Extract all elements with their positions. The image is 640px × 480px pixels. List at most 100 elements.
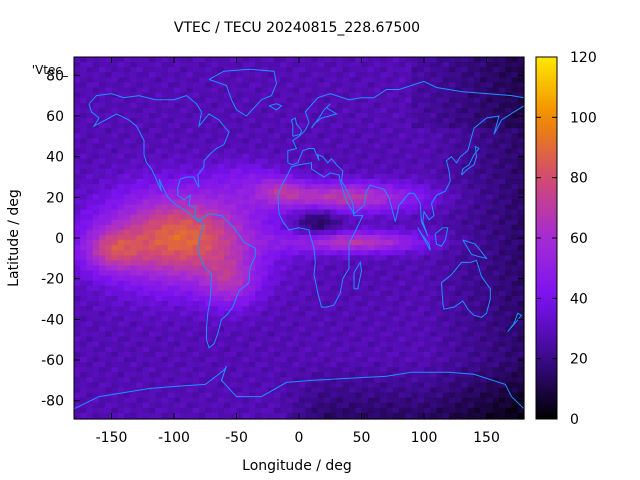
heatmap-cell bbox=[330, 362, 338, 368]
heatmap-cell bbox=[80, 87, 88, 94]
heatmap-cell bbox=[436, 290, 444, 297]
heatmap-cell bbox=[499, 229, 506, 236]
heatmap-cell bbox=[361, 382, 369, 389]
heatmap-cell bbox=[186, 387, 194, 394]
heatmap-cell bbox=[80, 285, 88, 292]
heatmap-cell bbox=[280, 194, 288, 200]
heatmap-cell bbox=[317, 372, 325, 378]
heatmap-cell bbox=[305, 179, 313, 185]
heatmap-cell bbox=[455, 356, 463, 363]
heatmap-cell bbox=[167, 402, 175, 409]
heatmap-cell bbox=[411, 367, 419, 373]
heatmap-cell bbox=[199, 362, 206, 368]
heatmap-cell bbox=[424, 321, 431, 328]
heatmap-cell bbox=[292, 62, 300, 68]
heatmap-cell bbox=[374, 367, 381, 373]
heatmap-cell bbox=[124, 143, 131, 150]
heatmap-cell bbox=[499, 295, 506, 302]
heatmap-cell bbox=[336, 143, 344, 150]
heatmap-cell bbox=[349, 179, 356, 185]
heatmap-cell bbox=[211, 382, 219, 389]
heatmap-cell bbox=[424, 295, 431, 302]
heatmap-cell bbox=[399, 377, 406, 383]
heatmap-cell bbox=[192, 112, 200, 119]
heatmap-cell bbox=[192, 199, 200, 206]
heatmap-cell bbox=[324, 245, 331, 251]
heatmap-cell bbox=[442, 97, 450, 104]
heatmap-cell bbox=[367, 87, 375, 94]
heatmap-cell bbox=[255, 265, 263, 272]
heatmap-cell bbox=[474, 265, 481, 272]
heatmap-cell bbox=[430, 204, 438, 211]
heatmap-cell bbox=[111, 163, 119, 170]
heatmap-cell bbox=[224, 67, 231, 73]
heatmap-cell bbox=[261, 77, 269, 84]
heatmap-cell bbox=[374, 102, 381, 109]
heatmap-cell bbox=[155, 392, 163, 399]
heatmap-cell bbox=[392, 402, 400, 409]
heatmap-cell bbox=[361, 229, 369, 236]
heatmap-cell bbox=[424, 285, 431, 292]
heatmap-cell bbox=[330, 148, 338, 155]
heatmap-cell bbox=[336, 331, 344, 338]
heatmap-cell bbox=[467, 316, 475, 322]
heatmap-cell bbox=[299, 67, 306, 73]
heatmap-cell bbox=[111, 250, 119, 256]
heatmap-cell bbox=[330, 260, 338, 267]
heatmap-cell bbox=[117, 72, 125, 78]
heatmap-cell bbox=[380, 209, 388, 216]
heatmap-cell bbox=[230, 133, 238, 139]
heatmap-cell bbox=[217, 138, 225, 145]
heatmap-cell bbox=[180, 97, 188, 104]
heatmap-cell bbox=[111, 168, 119, 175]
heatmap-cell bbox=[399, 402, 406, 409]
heatmap-cell bbox=[461, 163, 469, 170]
heatmap-cell bbox=[186, 362, 194, 368]
heatmap-cell bbox=[280, 128, 288, 134]
heatmap-cell bbox=[330, 163, 338, 170]
heatmap-cell bbox=[486, 260, 494, 267]
heatmap-cell bbox=[136, 275, 144, 282]
heatmap-cell bbox=[467, 382, 475, 389]
heatmap-cell bbox=[161, 260, 169, 267]
heatmap-cell bbox=[317, 245, 325, 251]
heatmap-cell bbox=[249, 255, 256, 261]
heatmap-cell bbox=[117, 265, 125, 272]
heatmap-cell bbox=[367, 163, 375, 170]
heatmap-cell bbox=[99, 107, 106, 114]
heatmap-cell bbox=[499, 255, 506, 261]
heatmap-cell bbox=[336, 112, 344, 119]
heatmap-cell bbox=[461, 255, 469, 261]
heatmap-cell bbox=[449, 367, 456, 373]
heatmap-cell bbox=[236, 280, 244, 287]
heatmap-cell bbox=[167, 285, 175, 292]
heatmap-cell bbox=[336, 245, 344, 251]
heatmap-cell bbox=[255, 133, 263, 139]
heatmap-cell bbox=[174, 72, 181, 78]
heatmap-cell bbox=[399, 163, 406, 170]
heatmap-cell bbox=[367, 199, 375, 206]
heatmap-cell bbox=[467, 255, 475, 261]
heatmap-cell bbox=[342, 82, 350, 89]
heatmap-cell bbox=[74, 173, 81, 180]
heatmap-cell bbox=[411, 67, 419, 73]
heatmap-cell bbox=[430, 77, 438, 84]
heatmap-cell bbox=[192, 118, 200, 124]
heatmap-cell bbox=[392, 97, 400, 104]
heatmap-cell bbox=[280, 382, 288, 389]
heatmap-cell bbox=[149, 362, 156, 368]
heatmap-cell bbox=[267, 62, 275, 68]
heatmap-cell bbox=[386, 112, 394, 119]
heatmap-cell bbox=[161, 229, 169, 236]
heatmap-cell bbox=[255, 97, 263, 104]
heatmap-cell bbox=[461, 346, 469, 353]
heatmap-cell bbox=[230, 306, 238, 312]
heatmap-cell bbox=[105, 351, 113, 358]
heatmap-cell bbox=[311, 112, 319, 119]
heatmap-cell bbox=[155, 143, 163, 150]
heatmap-cell bbox=[405, 123, 413, 129]
heatmap-cell bbox=[217, 270, 225, 277]
heatmap-cell bbox=[424, 301, 431, 307]
heatmap-cell bbox=[311, 336, 319, 343]
heatmap-cell bbox=[149, 189, 156, 195]
